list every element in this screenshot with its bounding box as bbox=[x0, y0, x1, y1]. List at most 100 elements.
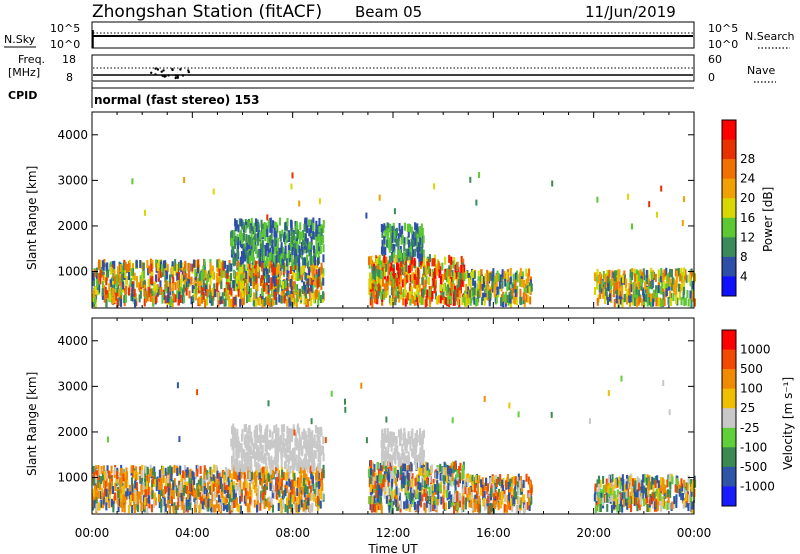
echo-cell bbox=[299, 470, 302, 479]
echo-cell bbox=[299, 222, 302, 231]
echo-cell bbox=[235, 472, 238, 481]
echo-cell bbox=[621, 299, 624, 308]
echo-cell bbox=[374, 504, 377, 513]
echo-cell bbox=[305, 435, 308, 444]
echo-cell bbox=[288, 478, 291, 487]
echo-cell bbox=[637, 281, 640, 289]
echo-cell bbox=[395, 287, 398, 296]
echo-cell bbox=[424, 286, 427, 295]
echo-cell bbox=[379, 277, 382, 285]
echo-cell bbox=[189, 468, 192, 477]
echo-cell bbox=[660, 268, 663, 276]
echo-cell bbox=[420, 487, 423, 496]
echo-cell bbox=[248, 462, 251, 471]
echo-cell bbox=[469, 280, 472, 288]
echo-cell bbox=[465, 284, 468, 292]
echo-cell bbox=[255, 435, 258, 444]
echo-cell bbox=[393, 434, 396, 443]
echo-cell bbox=[468, 277, 471, 286]
echo-cell bbox=[224, 501, 227, 510]
echo-cell bbox=[409, 252, 412, 260]
echo-cell bbox=[139, 260, 142, 268]
echo-cell bbox=[279, 256, 282, 265]
echo-cell bbox=[521, 271, 524, 280]
echo-cell bbox=[402, 437, 405, 446]
echo-cell bbox=[292, 448, 295, 457]
echo-cell bbox=[373, 499, 376, 508]
echo-cell bbox=[300, 459, 303, 468]
echo-cell bbox=[480, 269, 483, 278]
echo-cell bbox=[261, 434, 264, 443]
echo-cell bbox=[315, 220, 318, 229]
echo-cell bbox=[148, 265, 151, 274]
echo-cell bbox=[443, 489, 446, 498]
echo-cell bbox=[265, 286, 268, 295]
echo-cell bbox=[267, 473, 270, 482]
echo-cell bbox=[251, 450, 254, 459]
echo-cell bbox=[418, 453, 421, 462]
echo-cell bbox=[371, 486, 374, 494]
echo-cell bbox=[387, 487, 390, 496]
echo-cell bbox=[410, 226, 413, 235]
echo-cell bbox=[603, 284, 606, 293]
echo-cell bbox=[472, 277, 475, 286]
echo-cell bbox=[261, 288, 264, 297]
echo-cell bbox=[248, 455, 251, 464]
echo-cell bbox=[280, 446, 283, 455]
echo-cell bbox=[239, 239, 242, 248]
echo-cell bbox=[410, 492, 413, 501]
echo-cell bbox=[407, 248, 410, 257]
echo-cell bbox=[232, 280, 235, 289]
echo-cell bbox=[226, 264, 229, 273]
echo-cell bbox=[268, 298, 271, 307]
echo-cell bbox=[257, 435, 260, 443]
echo-cell bbox=[611, 277, 614, 286]
echo-cell bbox=[224, 298, 227, 307]
echo-cell bbox=[93, 500, 96, 509]
echo-cell bbox=[652, 289, 655, 298]
echo-cell bbox=[472, 500, 475, 509]
echo-cell bbox=[310, 453, 313, 462]
echo-cell bbox=[256, 237, 259, 246]
echo-cell bbox=[689, 290, 692, 299]
echo-cell bbox=[384, 229, 387, 238]
echo-cell bbox=[296, 463, 299, 472]
echo-cell bbox=[113, 289, 116, 298]
echo-cell bbox=[243, 495, 246, 504]
echo-cell bbox=[163, 260, 166, 269]
echo-cell bbox=[396, 469, 399, 478]
echo-cell bbox=[473, 296, 476, 305]
echo-cell bbox=[312, 260, 315, 269]
echo-cell bbox=[311, 471, 314, 480]
echo-cell bbox=[201, 501, 204, 510]
echo-cell bbox=[285, 485, 288, 494]
echo-cell bbox=[306, 225, 309, 234]
echo-cell bbox=[265, 471, 268, 480]
echo-cell bbox=[101, 260, 104, 269]
echo-cell bbox=[255, 462, 258, 470]
echo-cell bbox=[197, 259, 200, 268]
echo-cell bbox=[191, 488, 194, 497]
echo-cell bbox=[647, 286, 650, 295]
echo-cell bbox=[388, 504, 391, 513]
echo-cell bbox=[257, 297, 260, 306]
echo-cell bbox=[267, 284, 270, 293]
echo-cell bbox=[377, 468, 380, 477]
echo-cell bbox=[289, 254, 292, 263]
echo-cell bbox=[417, 295, 420, 304]
echo-cell bbox=[281, 250, 284, 259]
echo-cell bbox=[308, 505, 311, 514]
echo-cell bbox=[197, 488, 200, 497]
echo-cell bbox=[173, 464, 176, 473]
echo-cell bbox=[143, 298, 146, 307]
echo-cell bbox=[305, 281, 308, 290]
echo-cell bbox=[660, 286, 663, 295]
echo-cell bbox=[483, 297, 486, 306]
echo-cell bbox=[319, 295, 322, 303]
echo-cell bbox=[227, 282, 230, 291]
echo-cell bbox=[310, 219, 313, 228]
echo-cell bbox=[181, 501, 184, 510]
echo-cell bbox=[270, 459, 273, 468]
echo-cell bbox=[502, 299, 505, 308]
echo-cell bbox=[271, 469, 274, 478]
